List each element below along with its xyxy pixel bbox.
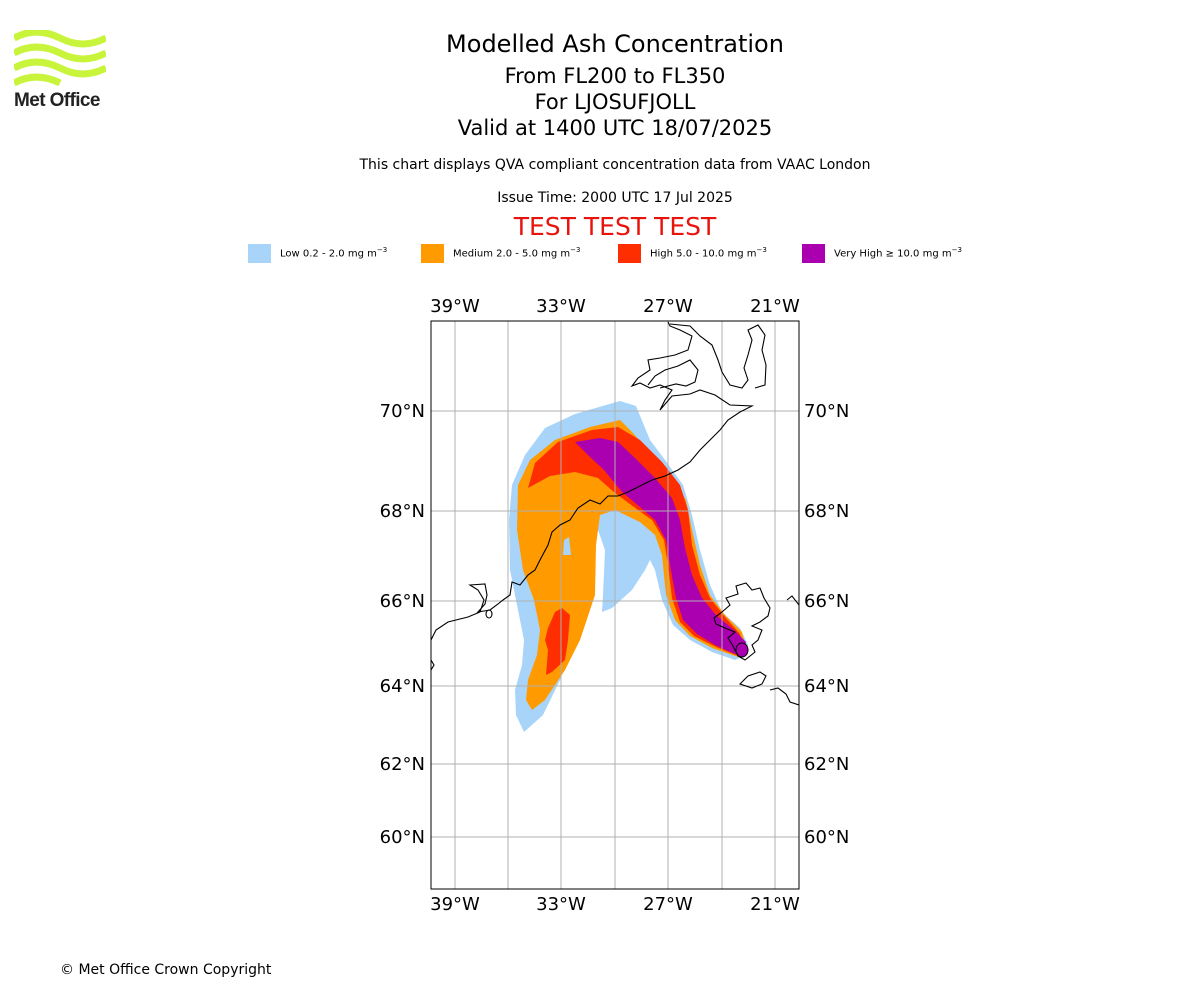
met-office-logo: Met Office bbox=[14, 30, 110, 114]
lat-tick-right: 60°N bbox=[804, 827, 849, 848]
test-banner: TEST TEST TEST bbox=[513, 212, 717, 241]
copyright-notice: © Met Office Crown Copyright bbox=[60, 962, 272, 978]
lon-tick-bottom: 27°W bbox=[643, 894, 693, 915]
ash-medium-area bbox=[517, 420, 746, 710]
lat-tick-right: 68°N bbox=[804, 501, 849, 522]
volcano-name: For LJOSUFJOLL bbox=[534, 90, 696, 114]
legend-label-very-high: Very High ≥ 10.0 mg m−3 bbox=[834, 246, 962, 260]
lat-tick-left: 60°N bbox=[380, 827, 425, 848]
lon-tick-bottom: 21°W bbox=[750, 894, 800, 915]
lat-tick-right: 62°N bbox=[804, 754, 849, 775]
greenland-north-coast bbox=[669, 323, 767, 389]
lat-tick-right: 64°N bbox=[804, 676, 849, 697]
lon-tick-top: 27°W bbox=[643, 296, 693, 317]
lon-tick-bottom: 39°W bbox=[430, 894, 480, 915]
lat-tick-right: 66°N bbox=[804, 591, 849, 612]
volcano-source-marker bbox=[735, 642, 749, 658]
lon-tick-bottom: 33°W bbox=[536, 894, 586, 915]
lon-ticks-bottom: 39°W 33°W 27°W 21°W bbox=[430, 894, 800, 915]
norway-corner bbox=[786, 595, 799, 606]
map-frame bbox=[430, 320, 800, 890]
lat-ticks-left: 70°N 68°N 66°N 64°N 62°N 60°N bbox=[380, 401, 425, 848]
legend-swatch-low bbox=[248, 244, 271, 263]
lat-tick-right: 70°N bbox=[804, 401, 849, 422]
issue-time: Issue Time: 2000 UTC 17 Jul 2025 bbox=[497, 190, 733, 206]
legend-swatch-medium bbox=[421, 244, 444, 263]
ash-high-south-area bbox=[545, 608, 570, 675]
lat-tick-left: 70°N bbox=[380, 401, 425, 422]
lon-tick-top: 33°W bbox=[536, 296, 586, 317]
iceland-coast bbox=[713, 582, 771, 661]
lat-ticks-right: 70°N 68°N 66°N 64°N 62°N 60°N bbox=[804, 401, 849, 848]
logo-text: Met Office bbox=[14, 90, 100, 111]
legend-swatch-very-high bbox=[802, 244, 825, 263]
valid-time: Valid at 1400 UTC 18/07/2025 bbox=[457, 116, 773, 140]
lon-tick-top: 21°W bbox=[750, 296, 800, 317]
greenland-fjord bbox=[647, 359, 699, 389]
iceland-peninsula bbox=[738, 671, 767, 689]
map-gridlines bbox=[431, 321, 799, 889]
lat-tick-left: 68°N bbox=[380, 501, 425, 522]
chart-title: Modelled Ash Concentration bbox=[446, 30, 784, 58]
flight-level-range: From FL200 to FL350 bbox=[504, 64, 726, 88]
ash-low-gap bbox=[563, 537, 571, 555]
met-office-wave-icon bbox=[14, 30, 106, 87]
legend-label-low: Low 0.2 - 2.0 mg m−3 bbox=[280, 246, 388, 260]
greenland-east-coast bbox=[431, 321, 755, 641]
faroe-coast bbox=[769, 687, 799, 706]
lat-tick-left: 62°N bbox=[380, 754, 425, 775]
denmark-strait-islet bbox=[485, 609, 493, 619]
coastlines bbox=[431, 321, 799, 706]
legend-label-medium: Medium 2.0 - 5.0 mg m−3 bbox=[453, 246, 581, 260]
chart-note: This chart displays QVA compliant concen… bbox=[359, 157, 871, 173]
legend-label-high: High 5.0 - 10.0 mg m−3 bbox=[650, 246, 767, 260]
lat-tick-left: 66°N bbox=[380, 591, 425, 612]
legend-swatch-high bbox=[618, 244, 641, 263]
lon-ticks-top: 39°W 33°W 27°W 21°W bbox=[430, 296, 800, 317]
lat-tick-left: 64°N bbox=[380, 676, 425, 697]
lon-tick-top: 39°W bbox=[430, 296, 480, 317]
ash-very-high-area bbox=[575, 438, 746, 654]
greenland-southwest-edge bbox=[431, 659, 435, 671]
